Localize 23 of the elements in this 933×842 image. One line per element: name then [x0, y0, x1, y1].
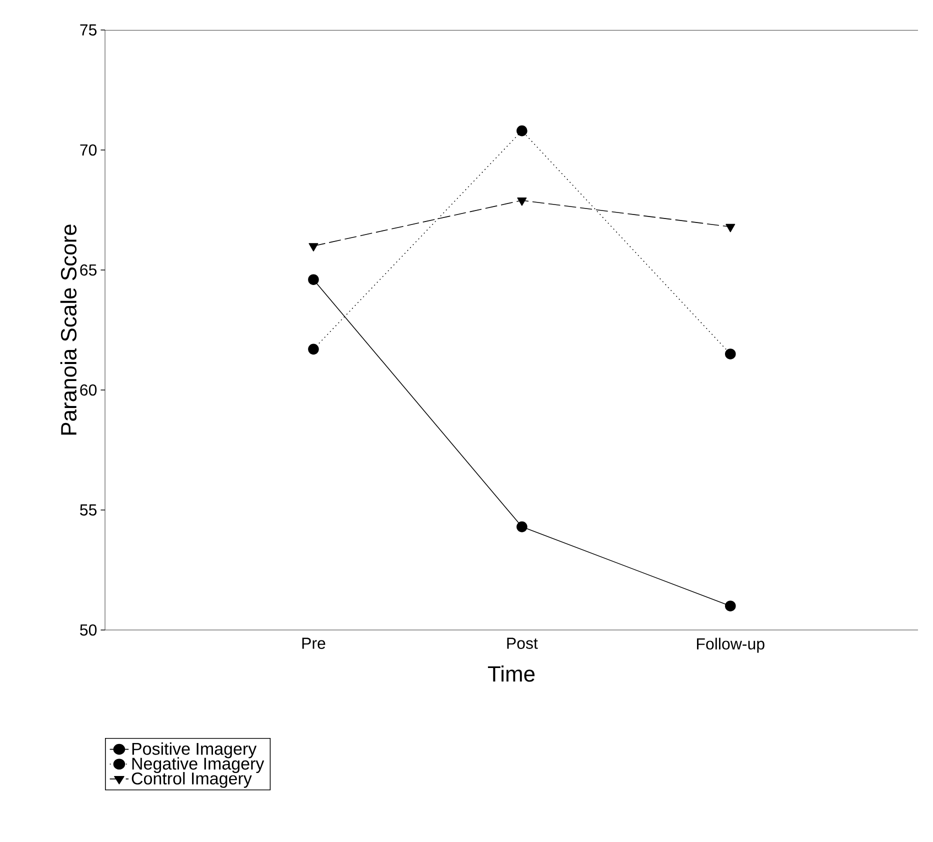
y-tick-label: 55: [80, 504, 97, 516]
legend-label: Negative Imagery: [132, 757, 264, 774]
legend-label: Positive Imagery: [132, 742, 257, 758]
x-axis-title: Time: [488, 666, 535, 682]
point: [308, 274, 319, 285]
x-tick-label: Follow-up: [697, 638, 764, 653]
point: [516, 521, 528, 532]
y-tick-label: 60: [80, 384, 97, 396]
legend-label: Control Imagery: [132, 772, 252, 788]
y-tick-label: 50: [80, 624, 97, 636]
point: [726, 224, 736, 232]
point: [724, 348, 736, 360]
y-tick-label: 65: [80, 264, 97, 276]
point: [724, 600, 736, 612]
y-tick-label: 70: [80, 144, 97, 156]
point: [516, 125, 528, 136]
point: [308, 344, 319, 355]
point: [517, 197, 527, 206]
y-axis-title: Paranoia Scale Score: [60, 224, 77, 435]
y-tick-label: 75: [80, 24, 97, 36]
point: [308, 243, 318, 252]
x-tick-label: Post: [507, 638, 538, 649]
x-tick-label: Pre: [302, 638, 326, 649]
